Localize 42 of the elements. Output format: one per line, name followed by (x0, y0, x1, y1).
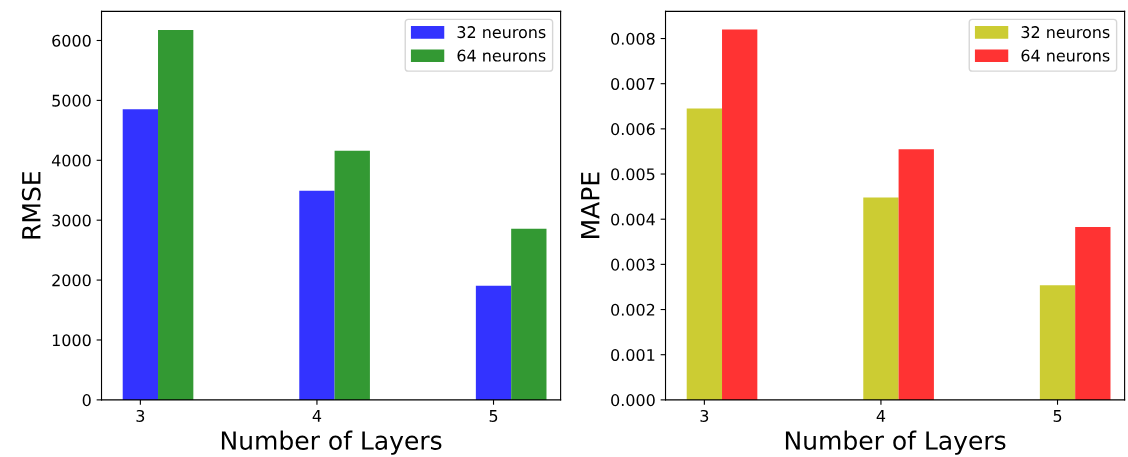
bar (158, 29, 194, 400)
y-tick-label: 3000 (52, 214, 91, 227)
bar (334, 150, 370, 400)
y-tick-label: 1000 (52, 334, 91, 347)
y-axis-title: MAPE (581, 172, 600, 238)
x-tick-label: 4 (876, 410, 886, 422)
y-tick-label: 0.008 (611, 32, 655, 45)
y-tick-label: 0.001 (611, 348, 655, 361)
x-axis-title: Number of Layers (785, 430, 1006, 455)
x-axis-title: Number of Layers (221, 430, 442, 455)
y-tick-label: 0 (82, 394, 91, 407)
x-tick-label: 3 (136, 409, 145, 422)
bar (863, 197, 899, 400)
y-tick-label: 0.002 (611, 303, 655, 316)
x-tick-label: 5 (489, 410, 498, 422)
y-tick-label: 2000 (52, 274, 91, 287)
bar (722, 29, 758, 400)
y-tick-label: 6000 (52, 34, 91, 47)
bar (1039, 285, 1076, 400)
bar (299, 190, 335, 400)
bar (122, 109, 159, 400)
bar (511, 228, 547, 400)
y-tick-label: 0.007 (611, 77, 655, 90)
x-tick-label: 4 (312, 410, 322, 422)
y-tick-label: 0.006 (611, 123, 655, 136)
x-tick-label: 3 (700, 409, 709, 422)
y-tick-label: 0.004 (611, 213, 655, 226)
y-axis-title: RMSE (21, 171, 41, 239)
legend-label: 32 neurons (1021, 26, 1110, 39)
bar (898, 149, 934, 400)
legend-label: 64 neurons (1021, 49, 1110, 62)
legend-label: 64 neurons (457, 49, 546, 62)
legend-label: 32 neurons (457, 26, 546, 39)
y-tick-label: 0.005 (611, 168, 655, 181)
bar (1075, 226, 1111, 400)
bar (686, 108, 723, 400)
y-tick-label: 0.003 (611, 258, 655, 271)
x-tick-label: 5 (1053, 410, 1062, 422)
y-tick-label: 4000 (51, 154, 91, 167)
bar (475, 285, 512, 400)
y-tick-label: 0.000 (611, 394, 655, 407)
y-tick-label: 5000 (52, 94, 91, 107)
